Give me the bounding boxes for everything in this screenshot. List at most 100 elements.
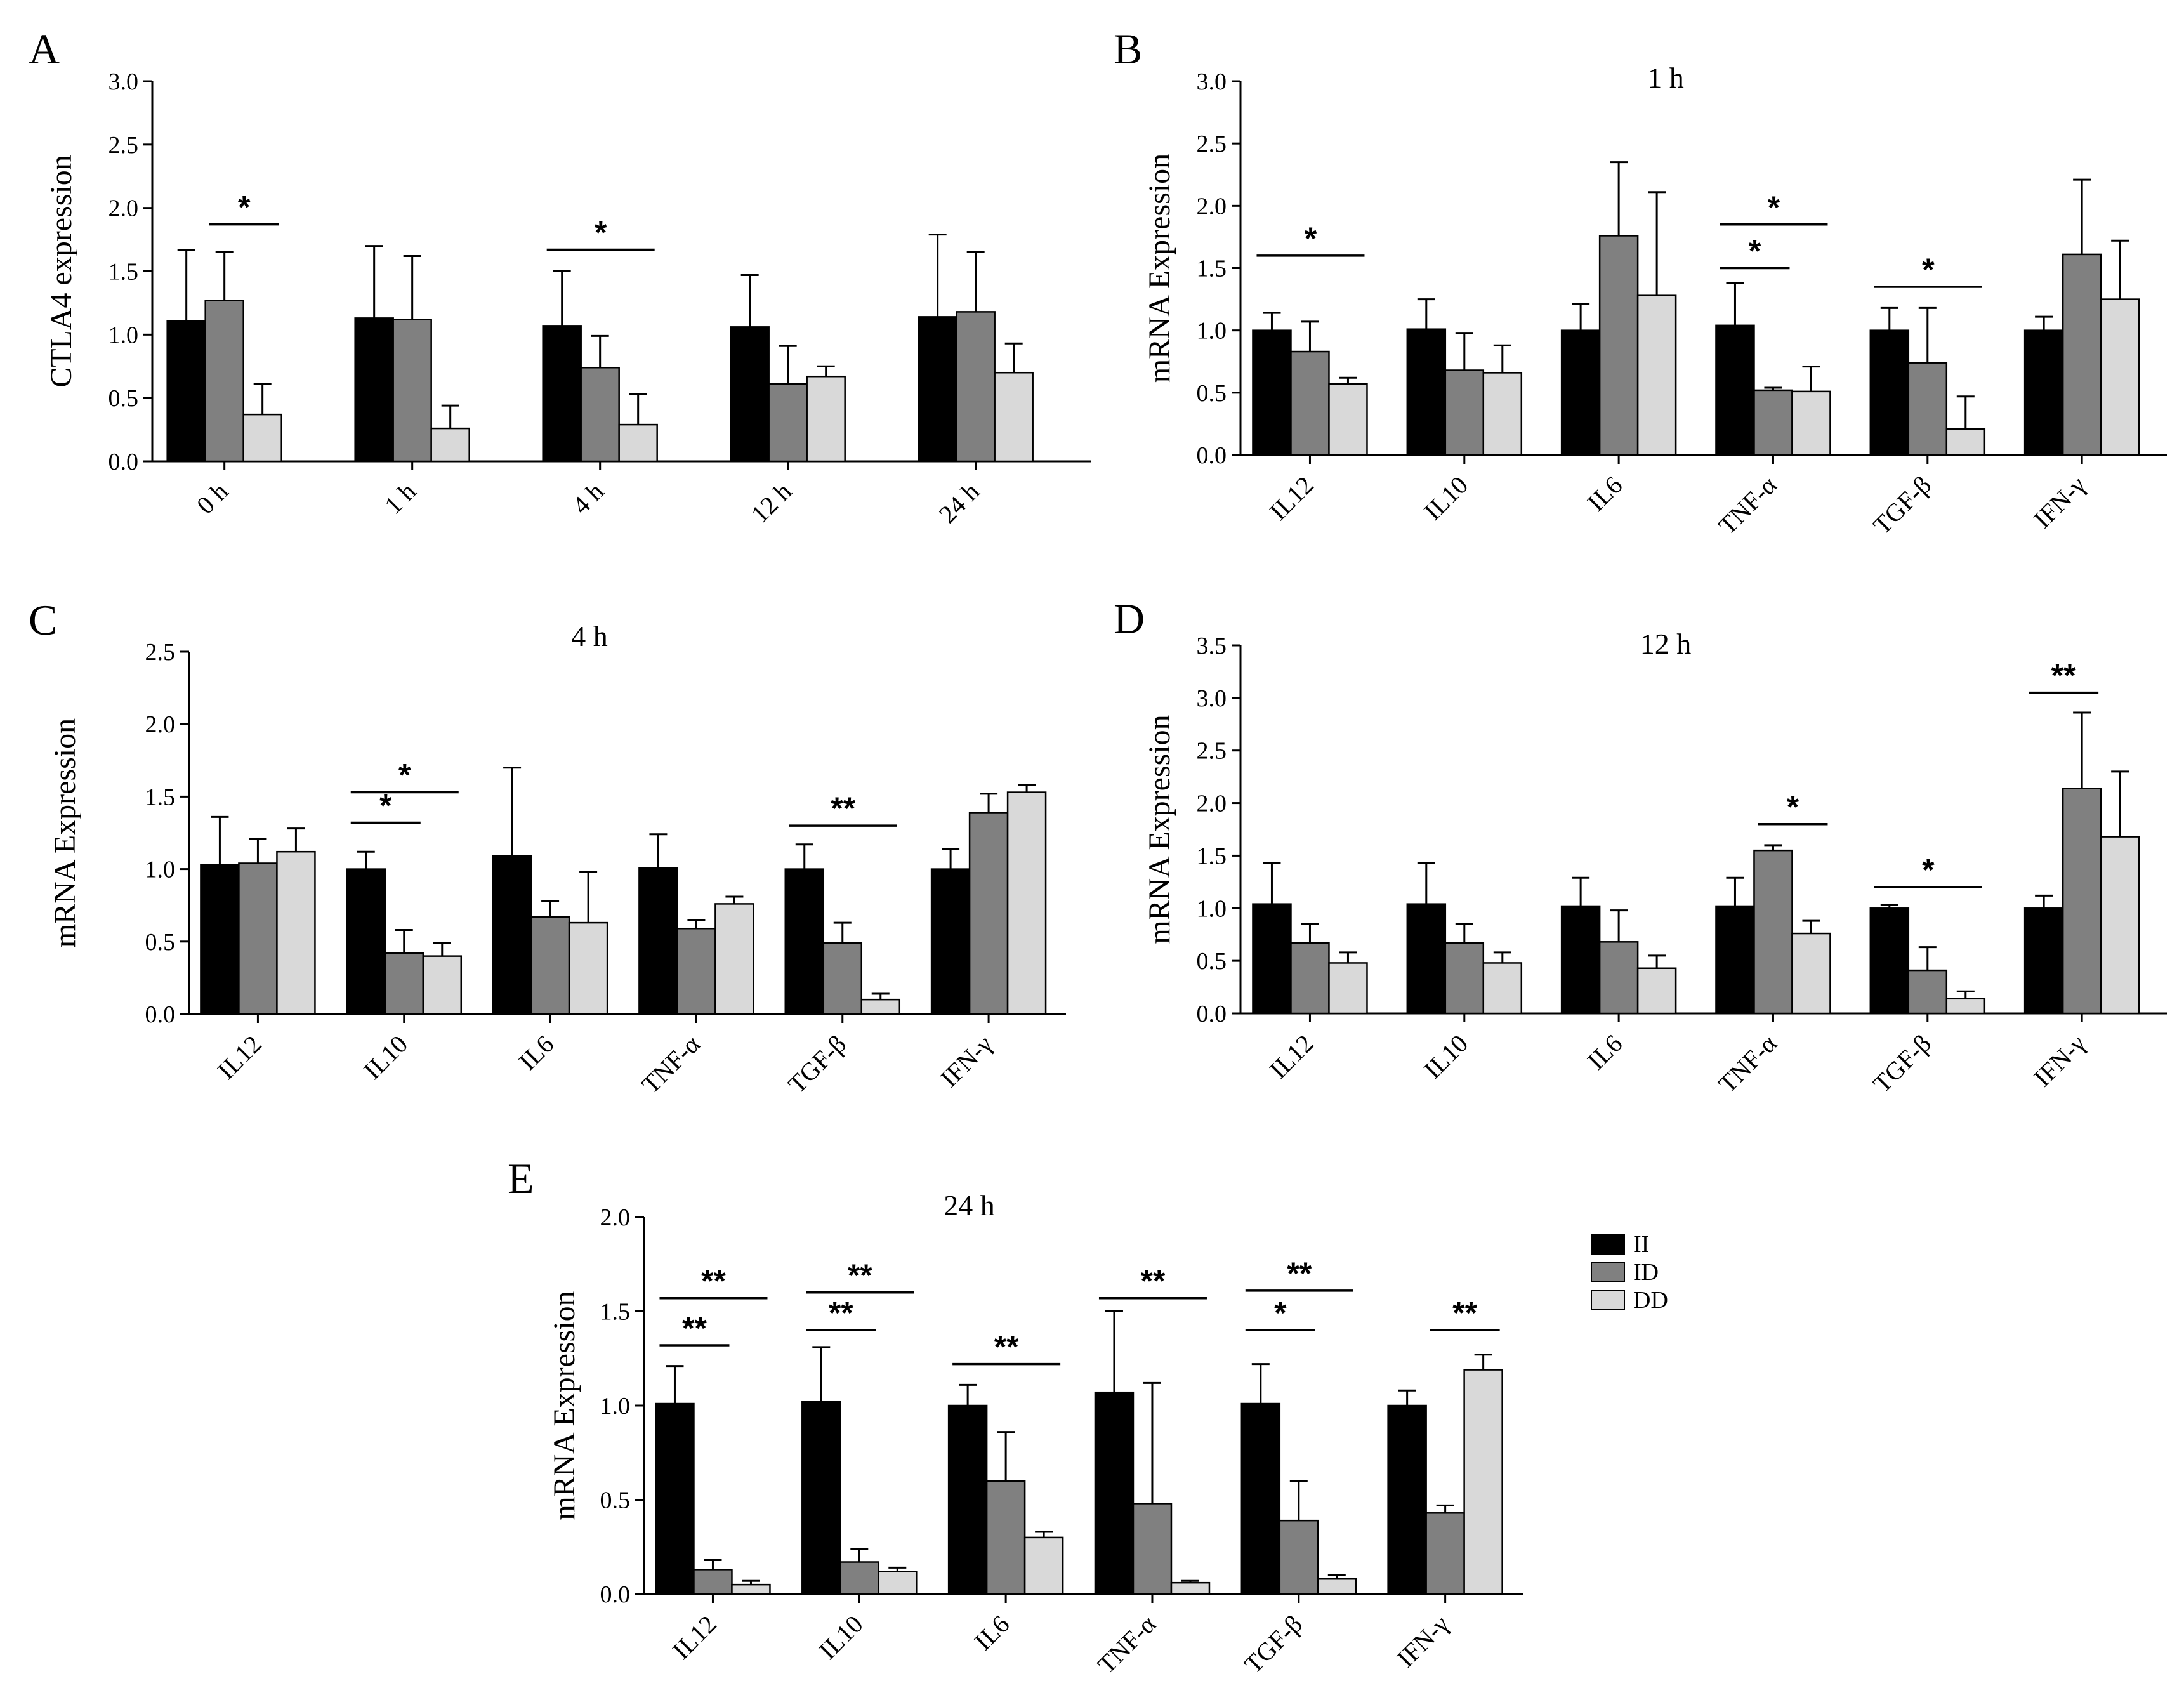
bar-c-dd-ifn-gamma [1006, 791, 1047, 1015]
panel-label-d: D [1114, 595, 1145, 643]
bar-e-id-ifn-gamma [1425, 1512, 1465, 1595]
significance-label-d-2: ** [2051, 658, 2076, 694]
legend-label-ii: II [1633, 1231, 1649, 1258]
bar-e-id-tnf-alpha [1132, 1503, 1173, 1595]
y-tick-label-b: 2.5 [1197, 131, 1227, 157]
x-tick-label-e-ifn-gamma: IFN-γ [1391, 1610, 1454, 1673]
significance-label-b-2: * [1768, 190, 1780, 225]
bar-c-id-ifn-gamma [968, 812, 1009, 1015]
bar-b-ii-il6 [1560, 329, 1601, 456]
panel-d: D 12 h mRNA Expression 0.0 0.5 1.0 1.5 2.0 2.5 3.… [1114, 595, 2167, 1098]
bar-e-ii-il10 [801, 1401, 841, 1595]
bar-a-id-1-h [392, 319, 432, 463]
bar-d-id-il12 [1290, 942, 1330, 1015]
y-tick-label-a: 1.5 [109, 259, 139, 286]
significance-label-e-3: ** [848, 1258, 872, 1293]
bar-b-ii-ifn-gamma [2023, 329, 2064, 456]
y-tick-label-a: 2.5 [109, 132, 139, 159]
panel-e: E 24 h mRNA Expression 0.0 0.5 1.0 1.5 2.0 IL12 I… [508, 1154, 1523, 1679]
panels: A CTLA4 expression 0.0 0.5 1.0 1.5 2.0 2.5 3.0 0 … [29, 25, 2167, 1679]
significance-label-d-0: * [1787, 789, 1799, 825]
y-tick-label-d: 3.5 [1197, 633, 1227, 659]
bar-b-id-il10 [1444, 369, 1485, 456]
bar-d-id-ifn-gamma [2062, 788, 2102, 1015]
significance-label-e-0: ** [682, 1310, 707, 1346]
bar-b-dd-il10 [1482, 372, 1523, 456]
x-tick-label-d-ifn-gamma: IFN-γ [2028, 1029, 2091, 1092]
bar-d-ii-il6 [1560, 905, 1601, 1015]
significance-label-b-3: * [1922, 252, 1935, 287]
x-tick-label-d-il6: IL6 [1582, 1029, 1628, 1076]
significance-label-b-0: * [1305, 221, 1317, 256]
legend-swatch-id [1591, 1262, 1625, 1282]
bar-b-ii-tnf-alpha [1715, 324, 1755, 456]
panel-label-a: A [29, 25, 60, 73]
y-tick-label-d: 2.0 [1197, 791, 1227, 817]
y-tick-label-d: 3.0 [1197, 685, 1227, 712]
y-axis-label-d: mRNA Expression [1143, 715, 1176, 944]
y-tick-label-e: 1.0 [600, 1393, 631, 1420]
bar-a-dd-24-h [994, 371, 1034, 463]
bar-d-ii-il12 [1252, 903, 1292, 1015]
bar-b-id-il6 [1598, 235, 1639, 456]
bar-c-id-il6 [530, 916, 570, 1015]
bar-a-id-24-h [956, 311, 996, 463]
y-axis-label-c: mRNA Expression [48, 718, 82, 947]
bar-e-ii-il12 [655, 1402, 695, 1595]
y-tick-label-b: 1.5 [1197, 256, 1227, 282]
x-tick-label-b-tnf-alpha: TNF-α [1713, 471, 1782, 541]
bar-e-dd-tnf-alpha [1170, 1581, 1211, 1595]
y-tick-label-b: 0.5 [1197, 380, 1227, 407]
y-tick-label-b: 0.0 [1197, 442, 1227, 469]
x-tick-label-b-il10: IL10 [1418, 471, 1473, 526]
x-tick-label-b-ifn-gamma: IFN-γ [2028, 471, 2091, 534]
bar-e-dd-il12 [731, 1583, 771, 1595]
y-tick-label-c: 1.5 [145, 784, 176, 810]
bar-a-dd-4-h [618, 423, 658, 463]
y-tick-label-c: 2.5 [145, 639, 176, 666]
bar-d-id-il10 [1444, 942, 1485, 1015]
significance-label-e-6: * [1274, 1295, 1287, 1331]
panel-title-b: 1 h [1647, 62, 1684, 94]
y-tick-label-e: 0.0 [600, 1581, 631, 1608]
bar-a-dd-12-h [806, 375, 846, 463]
x-tick-label-c-ifn-gamma: IFN-γ [935, 1030, 997, 1093]
bar-d-dd-il12 [1328, 962, 1368, 1015]
bar-b-ii-il10 [1406, 328, 1447, 456]
y-tick-label-a: 1.0 [109, 322, 139, 348]
bar-e-id-il12 [693, 1569, 733, 1595]
bar-e-ii-il6 [947, 1404, 988, 1595]
x-tick-label-d-il10: IL10 [1418, 1029, 1473, 1084]
bar-e-dd-tgf-beta [1317, 1578, 1357, 1595]
bar-c-ii-il6 [492, 855, 532, 1015]
x-tick-label-a-1-h: 1 h [379, 477, 421, 520]
y-tick-label-e: 2.0 [600, 1204, 631, 1231]
significance-label-e-1: ** [701, 1263, 726, 1299]
bar-c-ii-ifn-gamma [930, 868, 971, 1015]
bar-c-dd-il6 [568, 921, 608, 1015]
x-tick-label-e-il12: IL12 [667, 1610, 722, 1665]
x-tick-label-a-24-h: 24 h [933, 477, 985, 529]
significance-label-b-1: * [1749, 234, 1761, 269]
legend-label-dd: DD [1633, 1287, 1668, 1314]
x-tick-label-e-il6: IL6 [969, 1610, 1015, 1656]
significance-label-d-1: * [1922, 852, 1935, 888]
bar-c-dd-tgf-beta [860, 998, 901, 1015]
y-tick-label-c: 0.0 [145, 1001, 176, 1028]
panel-b: B 1 h mRNA Expression 0.0 0.5 1.0 1.5 2.0 2.5 3.0… [1114, 25, 2167, 540]
bar-b-id-tgf-beta [1907, 362, 1948, 456]
y-tick-label-b: 2.0 [1197, 193, 1227, 220]
y-tick-label-e: 1.5 [600, 1299, 631, 1326]
bar-c-ii-il10 [346, 868, 386, 1015]
bar-c-ii-il12 [200, 864, 240, 1015]
y-tick-label-c: 0.5 [145, 929, 176, 956]
y-tick-label-a: 2.0 [109, 195, 139, 222]
significance-label-e-8: ** [1452, 1295, 1477, 1331]
x-tick-label-a-0-h: 0 h [191, 477, 234, 520]
bar-e-id-il10 [839, 1561, 879, 1595]
panel-label-e: E [508, 1154, 534, 1203]
x-tick-label-c-tgf-beta: TGF-β [782, 1030, 852, 1099]
bar-e-id-il6 [985, 1480, 1026, 1595]
bar-a-id-12-h [768, 383, 808, 463]
bar-b-dd-ifn-gamma [2100, 298, 2140, 456]
